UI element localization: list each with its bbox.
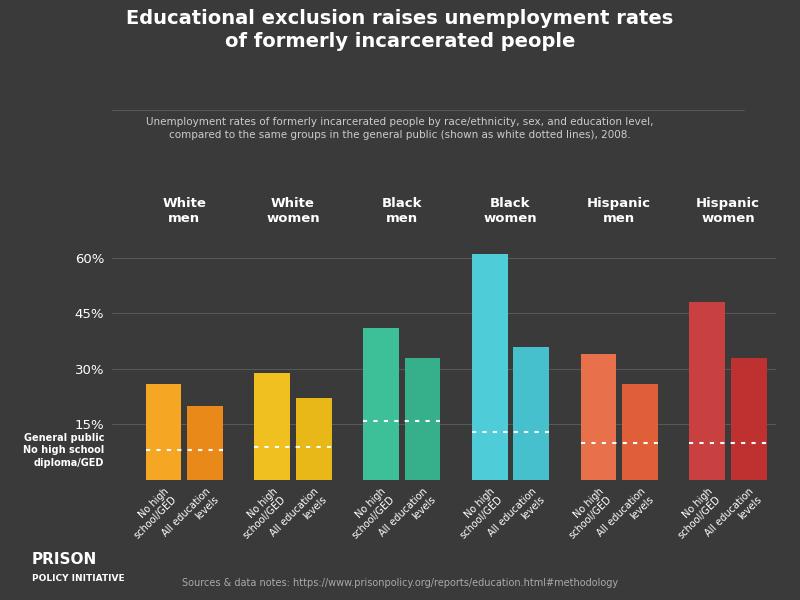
Text: No high
school/GED: No high school/GED [342, 486, 396, 541]
Text: No high
school/GED: No high school/GED [124, 486, 179, 541]
Text: Educational exclusion raises unemployment rates
of formerly incarcerated people: Educational exclusion raises unemploymen… [126, 9, 674, 51]
Text: PRISON: PRISON [32, 552, 98, 567]
Bar [472, 254, 508, 480]
Text: Black
women: Black women [484, 197, 538, 225]
Text: No high
school/GED: No high school/GED [450, 486, 505, 541]
Text: General public
No high school
diploma/GED: General public No high school diploma/GE… [22, 433, 104, 468]
Text: White
women: White women [266, 197, 320, 225]
Bar [622, 383, 658, 480]
Text: POLICY INITIATIVE: POLICY INITIATIVE [32, 574, 125, 583]
Bar [581, 354, 616, 480]
Text: Hispanic
women: Hispanic women [696, 197, 760, 225]
Text: No high
school/GED: No high school/GED [668, 486, 722, 541]
Text: All education
levels: All education levels [595, 486, 655, 547]
Bar [146, 383, 182, 480]
Text: No high
school/GED: No high school/GED [559, 486, 614, 541]
Text: Unemployment rates of formerly incarcerated people by race/ethnicity, sex, and e: Unemployment rates of formerly incarcera… [146, 117, 654, 140]
Text: All education
levels: All education levels [703, 486, 764, 547]
Bar [405, 358, 441, 480]
Bar [690, 302, 725, 480]
Text: Hispanic
men: Hispanic men [587, 197, 651, 225]
Bar [730, 358, 766, 480]
Bar [187, 406, 223, 480]
Text: All education
levels: All education levels [160, 486, 220, 547]
Text: No high
school/GED: No high school/GED [233, 486, 287, 541]
Bar [363, 328, 399, 480]
Text: Sources & data notes: https://www.prisonpolicy.org/reports/education.html#method: Sources & data notes: https://www.prison… [182, 578, 618, 588]
Bar [514, 347, 549, 480]
Text: Black
men: Black men [382, 197, 422, 225]
Text: White
men: White men [162, 197, 206, 225]
Text: All education
levels: All education levels [269, 486, 329, 547]
Text: All education
levels: All education levels [486, 486, 546, 547]
Bar [296, 398, 332, 480]
Text: All education
levels: All education levels [378, 486, 438, 547]
Bar [254, 373, 290, 480]
